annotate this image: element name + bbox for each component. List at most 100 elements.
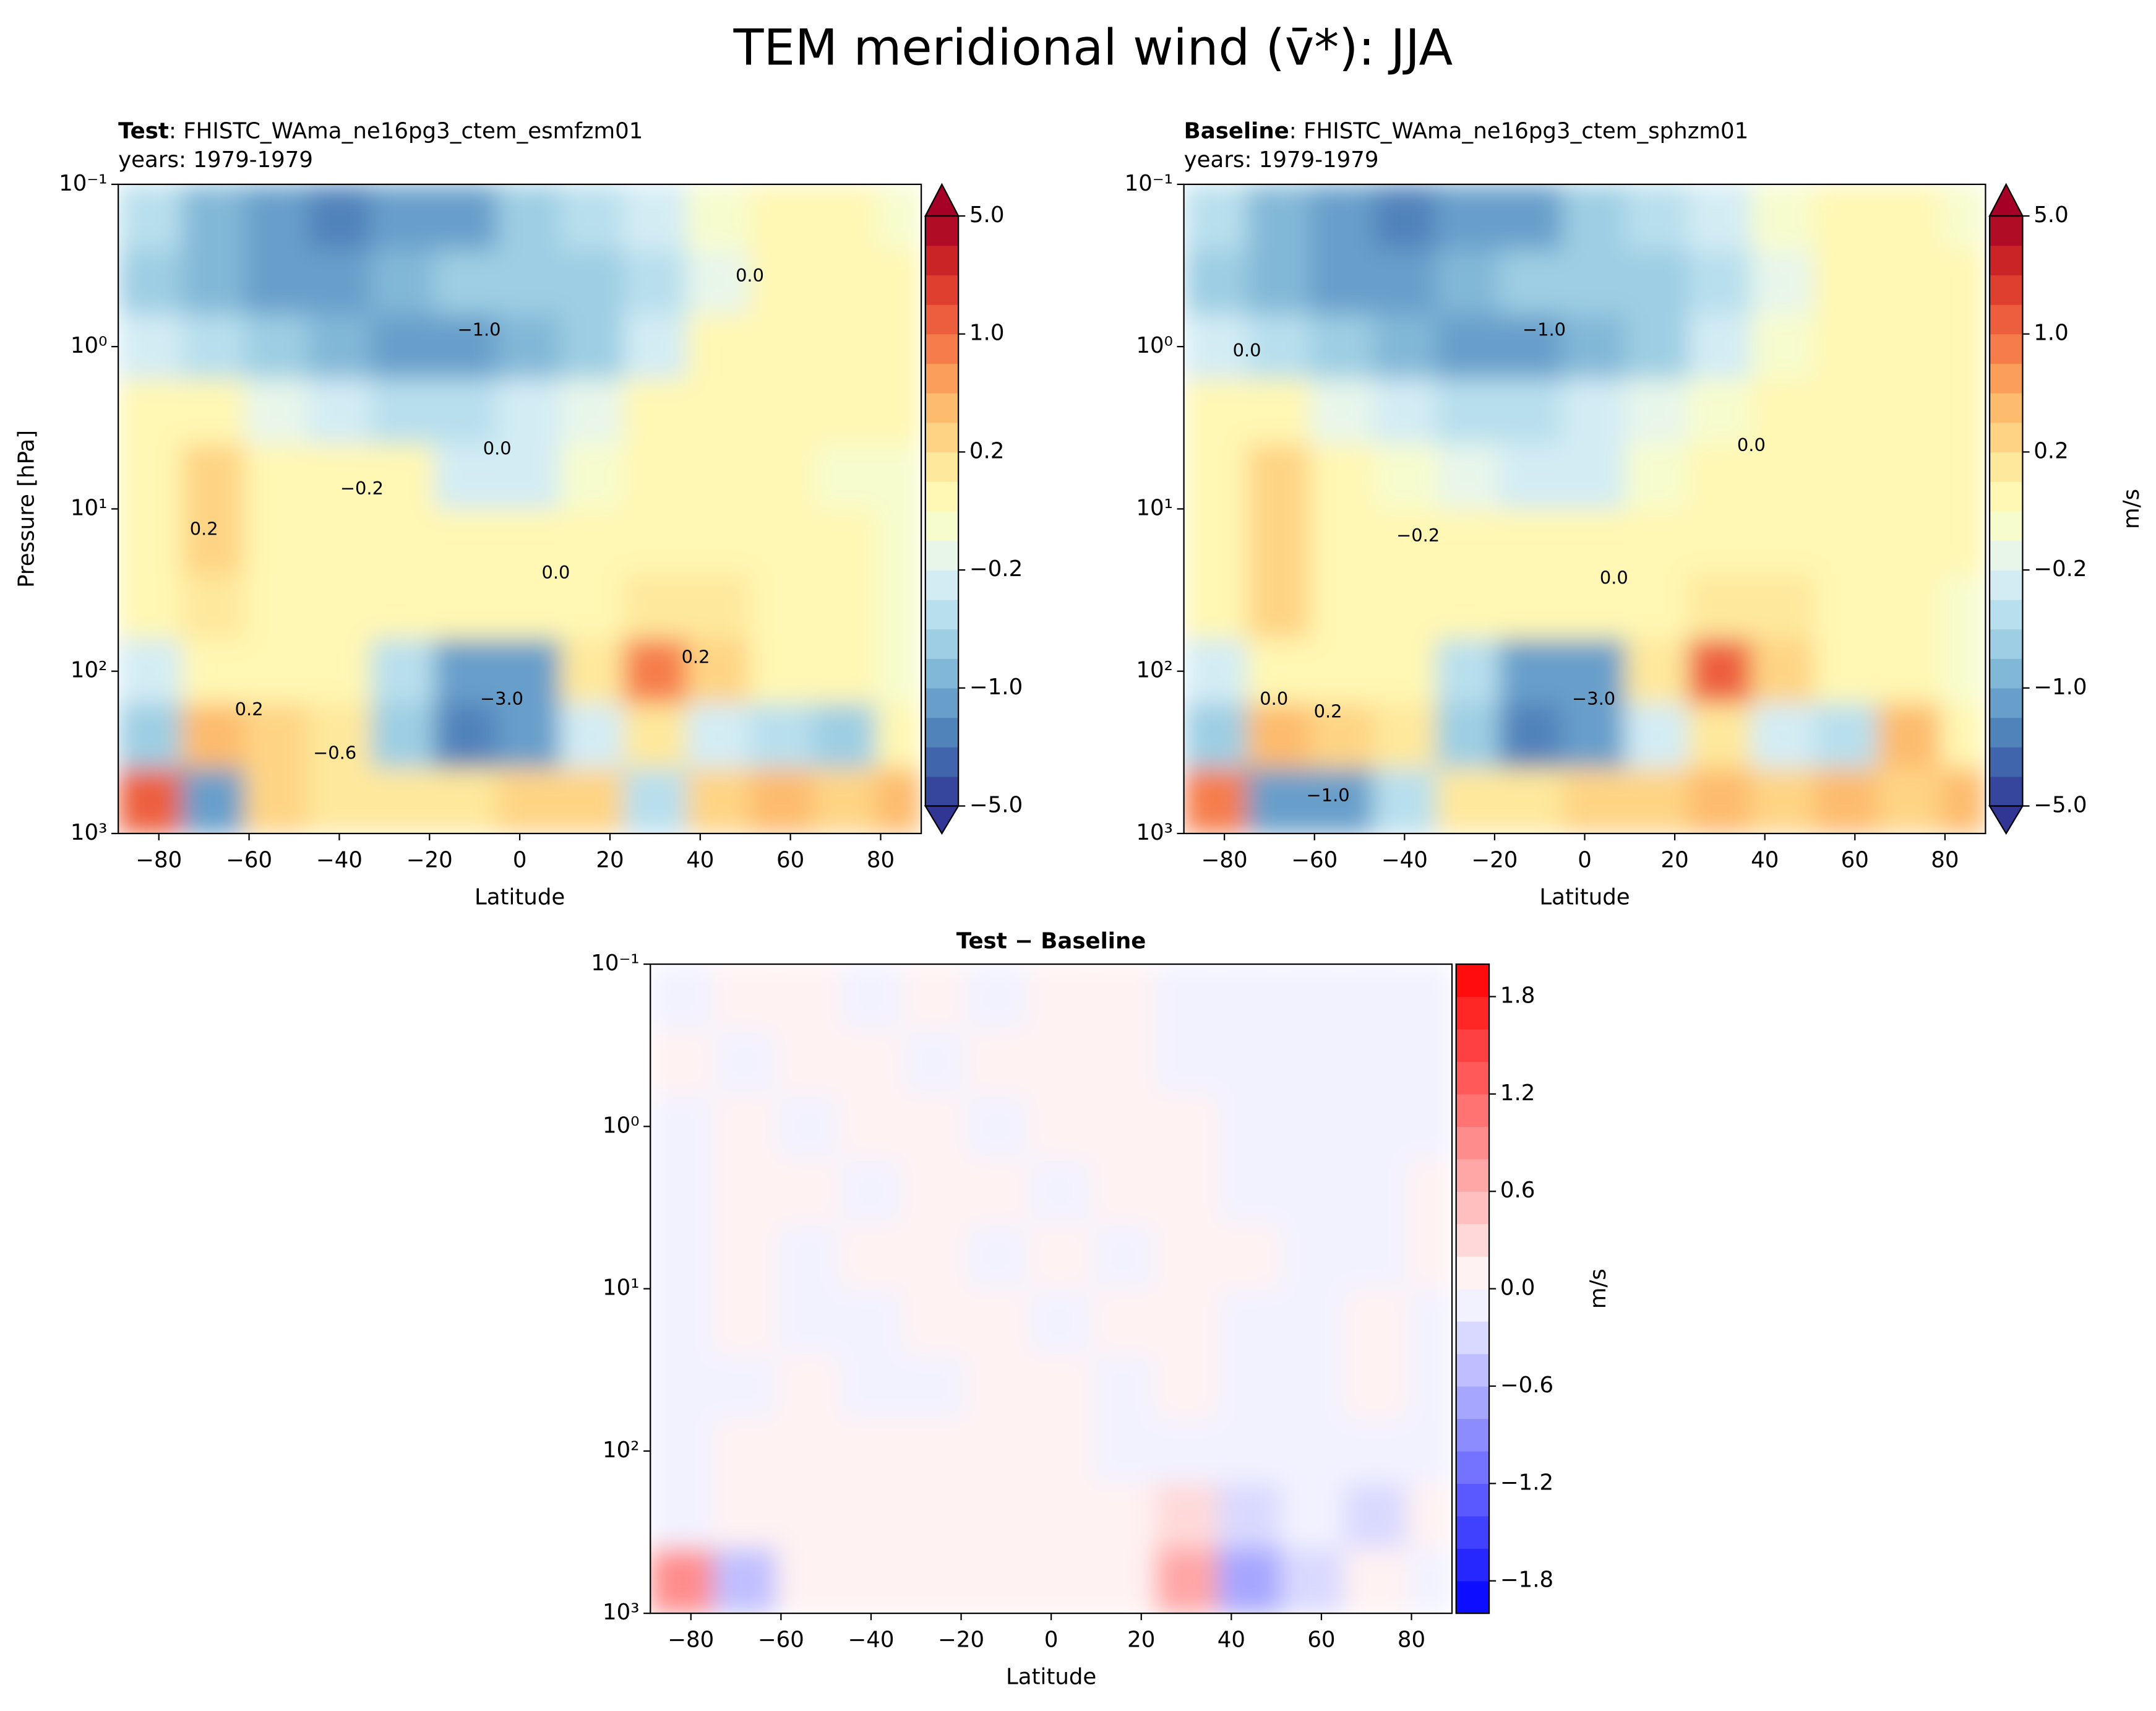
field-cell [750,184,814,251]
colorbar-bin [1456,1256,1490,1290]
field-cell [1499,768,1563,834]
field-cell [434,509,498,575]
field-cell [1373,768,1437,834]
field-cell [750,703,814,769]
field-cell [1940,509,1986,575]
field-cell [902,1289,966,1355]
y-tick-label: 10⁰ [603,1113,639,1138]
field-cell [371,509,435,575]
field-cell [813,703,877,769]
x-tick-label: −20 [1471,847,1518,873]
field-cell [1407,1029,1453,1095]
field [1183,184,1986,834]
field-cell [713,1418,778,1485]
field-cell [1877,314,1941,380]
x-tick-label: 80 [867,847,895,873]
field-cell [1344,1223,1408,1290]
colorbar-extend-under [924,805,960,835]
colorbar-bin [1990,658,2023,689]
field-cell [840,1158,904,1225]
field-cell [1499,574,1563,640]
field-cell [686,184,751,251]
field-cell [1625,249,1690,316]
contour-label: 0.2 [235,699,264,720]
field-cell [560,703,624,769]
field-cell [965,1548,1029,1614]
field-cell [813,509,877,575]
field-cell [876,574,922,640]
field-cell [1281,964,1345,1030]
field-cell [902,1548,966,1614]
field-cell [1247,768,1311,834]
x-tick-label: −40 [316,847,363,873]
field-cell [1028,1418,1093,1485]
colorbar-bin [1456,1386,1490,1420]
contour-label: 0.2 [1314,701,1342,722]
field-cell [1625,703,1690,769]
field-cell [1218,1158,1282,1225]
colorbar-bin [1990,334,2023,364]
field-cell [776,1094,841,1160]
field-cell [434,574,498,640]
field-cell [1344,1289,1408,1355]
field-cell [1091,1158,1156,1225]
field-cell [244,249,309,316]
field-cell [1373,703,1437,769]
field-cell [307,703,372,769]
field-cell [965,1223,1029,1290]
colorbar-bin [1456,1515,1490,1549]
field-cell [434,184,498,251]
field-cell [371,184,435,251]
field-cell [1154,1548,1219,1614]
field-cell [1688,314,1752,380]
colorbar-extend-over [924,183,960,217]
field-cell [181,509,246,575]
y-tick-label: 10⁰ [71,333,107,358]
colorbar-bin [925,747,959,777]
field-cell [1499,444,1563,510]
colorbar-bin [925,776,959,807]
field-cell [776,1289,841,1355]
field-cell [1310,509,1374,575]
field-cell [1373,444,1437,510]
field-cell [776,1483,841,1549]
field-cell [1154,1483,1219,1549]
field-cell [1940,574,1986,640]
field-cell [497,768,561,834]
field-cell [1183,509,1248,575]
colorbar-bin [1990,629,2023,659]
contour-label: 0.2 [190,519,218,540]
field-cell [1218,1483,1282,1549]
colorbar-bin [1456,1353,1490,1387]
colorbar-bin [1990,422,2023,453]
field-cell [876,639,922,704]
field-cell [1562,509,1626,575]
field-cell [776,1029,841,1095]
field-cell [497,184,561,251]
x-tick-label: 0 [513,847,527,873]
x-tick-label: 0 [1044,1627,1059,1653]
colorbar-bin [1456,1061,1490,1095]
x-tick-label: −80 [1201,847,1248,873]
field-cell [560,639,624,704]
field-cell [1028,1354,1093,1420]
field-cell [434,768,498,834]
field-cell [560,249,624,316]
field-cell [244,184,309,251]
panel-title: Test: FHISTC_WAma_ne16pg3_ctem_esmfzm01 [118,118,643,144]
field-cell [902,1483,966,1549]
field-cell [1154,1094,1219,1160]
x-tick-label: 80 [1931,847,1959,873]
field-cell [623,379,688,445]
field-cell [1281,1548,1345,1614]
field-cell [497,444,561,510]
field-cell [1183,314,1248,380]
y-tick-label: 10⁰ [1136,333,1172,358]
field-cell [1218,1289,1282,1355]
field-cell [497,639,561,704]
field-cell [307,379,372,445]
field-cell [118,184,183,251]
field-cell [1247,444,1311,510]
colorbar-bin [1990,304,2023,335]
